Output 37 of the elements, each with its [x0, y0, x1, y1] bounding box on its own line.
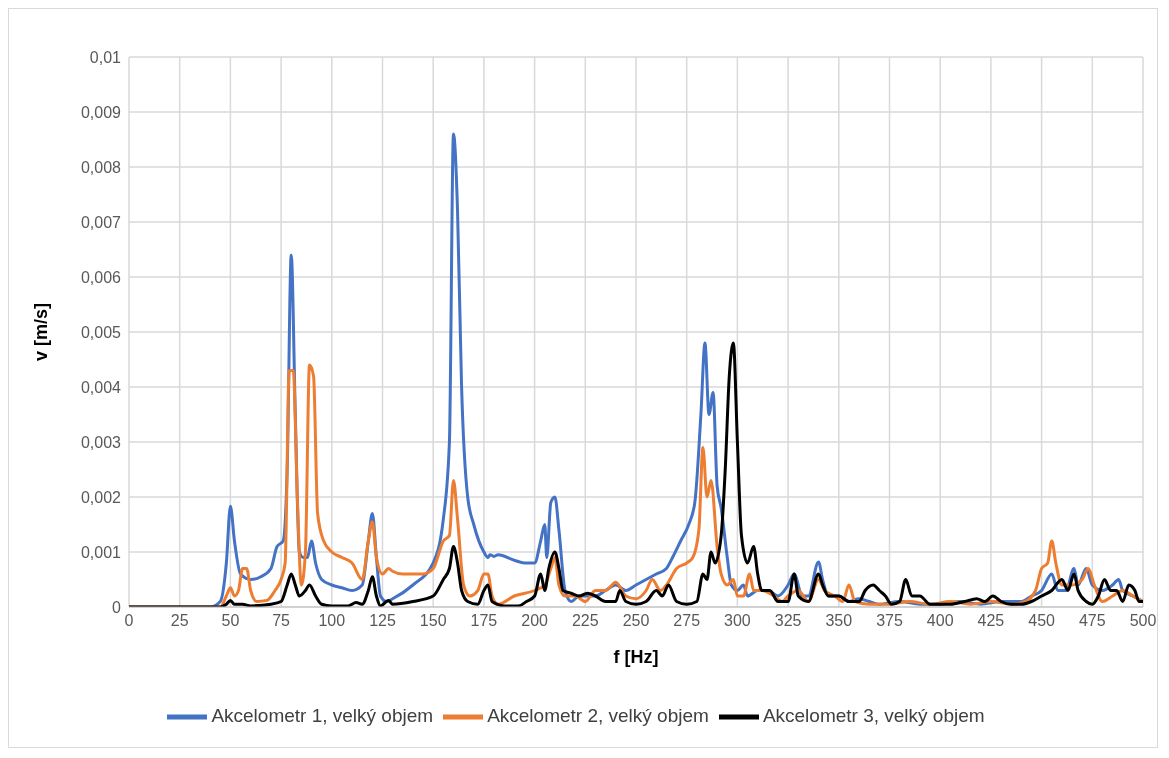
x-tick-label: 225 — [571, 612, 599, 630]
y-tick-label: 0,01 — [89, 48, 122, 66]
y-tick-label: 0,007 — [80, 213, 122, 231]
y-tick-label: 0,001 — [80, 543, 122, 561]
x-tick-label: 250 — [622, 612, 650, 630]
y-axis-title: v [m/s] — [31, 302, 52, 362]
x-tick-label: 350 — [825, 612, 853, 630]
x-tick-label: 25 — [170, 612, 189, 630]
y-tick-label: 0,004 — [80, 378, 122, 396]
x-tick-label: 325 — [774, 612, 802, 630]
x-tick-label: 0 — [124, 612, 134, 630]
y-tick-label: 0,008 — [80, 158, 122, 176]
x-tick-label: 300 — [724, 612, 751, 630]
y-tick-label: 0,009 — [80, 103, 122, 121]
y-tick-label: 0,002 — [80, 488, 122, 506]
y-tick-label: 0 — [112, 598, 122, 616]
x-tick-label: 150 — [419, 612, 447, 630]
x-tick-label: 200 — [521, 612, 549, 630]
x-tick-label: 275 — [673, 612, 701, 630]
x-tick-label: 175 — [470, 612, 498, 630]
x-tick-label: 425 — [977, 612, 1005, 630]
x-tick-label: 500 — [1129, 612, 1157, 630]
legend-label: Akcelometr 2, velký objem — [487, 705, 709, 727]
x-tick-label: 400 — [926, 612, 954, 630]
x-tick-label: 375 — [876, 612, 903, 630]
y-tick-label: 0,003 — [80, 433, 122, 451]
x-tick-label: 125 — [369, 612, 396, 630]
y-tick-label: 0,005 — [80, 323, 122, 341]
y-tick-label: 0,006 — [80, 268, 122, 286]
x-tick-label: 450 — [1028, 612, 1056, 630]
x-tick-label: 100 — [318, 612, 346, 630]
legend-label: Akcelometr 3, velký objem — [762, 705, 985, 727]
x-tick-label: 75 — [272, 612, 291, 630]
legend-label: Akcelometr 1, velký objem — [211, 705, 434, 727]
x-tick-label: 50 — [221, 612, 240, 630]
x-tick-label: 475 — [1078, 612, 1106, 630]
x-axis-title: f [Hz] — [613, 647, 659, 667]
